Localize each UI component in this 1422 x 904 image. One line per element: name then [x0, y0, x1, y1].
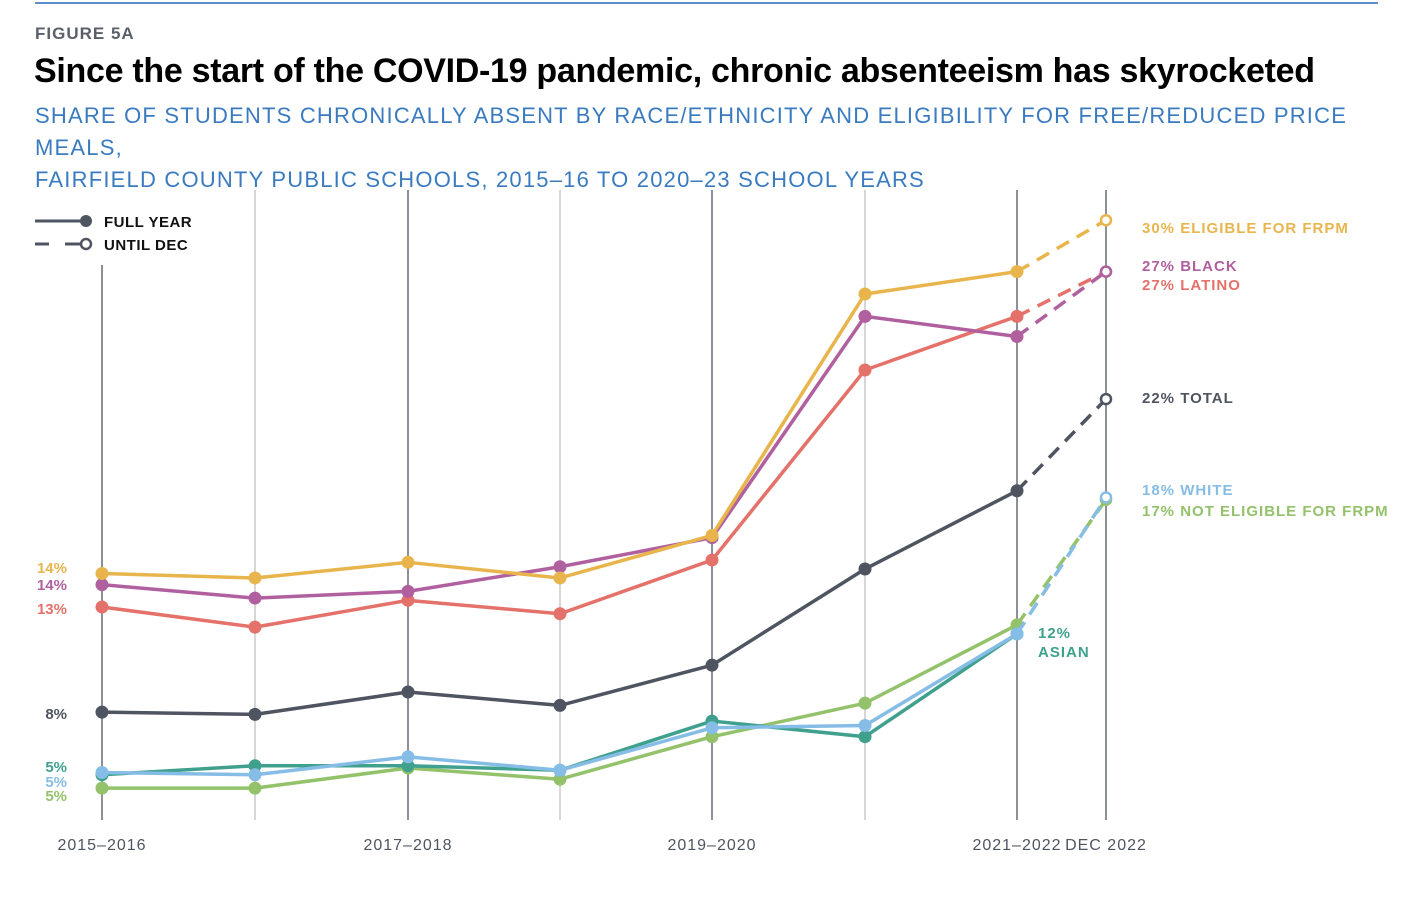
- data-point: [858, 562, 872, 576]
- data-point: [858, 287, 872, 301]
- data-point: [248, 768, 262, 782]
- start-value-label: 14%: [37, 560, 67, 577]
- series-dashed-line: [1015, 270, 1108, 338]
- data-point: [401, 750, 415, 764]
- data-point: [248, 620, 262, 634]
- data-point: [401, 685, 415, 699]
- data-point: [553, 571, 567, 585]
- data-point: [705, 553, 719, 567]
- data-point: [248, 591, 262, 605]
- data-point: [1010, 484, 1024, 498]
- data-point: [553, 607, 567, 621]
- data-point: [95, 566, 109, 580]
- legend-filled-dot: [80, 215, 92, 227]
- series-dashed-line: [1016, 270, 1107, 318]
- x-tick-label: 2019–2020: [667, 837, 756, 854]
- data-point: [401, 584, 415, 598]
- subtitle-line-2: FAIRFIELD COUNTY PUBLIC SCHOOLS, 2015–16…: [35, 167, 925, 192]
- chart-subtitle: SHARE OF STUDENTS CHRONICALLY ABSENT BY …: [35, 100, 1405, 196]
- series-dashed-line: [1015, 397, 1108, 492]
- legend-open-dot: [79, 237, 93, 251]
- data-point: [858, 696, 872, 710]
- data-point-open: [1099, 392, 1113, 406]
- legend-until-dec: UNTIL DEC: [104, 237, 188, 254]
- data-point: [248, 781, 262, 795]
- end-value-label: 17% NOT ELIGIBLE FOR FRPM: [1142, 503, 1389, 520]
- data-point: [553, 698, 567, 712]
- end-value-label: 27% BLACK: [1142, 258, 1238, 275]
- data-point: [401, 759, 415, 773]
- data-point: [858, 363, 872, 377]
- data-point: [705, 730, 719, 744]
- figure-label: FIGURE 5A: [35, 24, 135, 43]
- data-point-open: [1099, 265, 1113, 278]
- legend-full-year: FULL YEAR: [104, 214, 192, 231]
- data-point: [248, 707, 262, 721]
- data-point: [858, 730, 872, 744]
- end-value-label: 12%: [1038, 625, 1071, 642]
- x-tick-label: DEC 2022: [1065, 837, 1147, 854]
- data-point: [95, 781, 109, 795]
- start-value-label: 8%: [45, 706, 67, 723]
- data-point: [95, 578, 109, 592]
- data-point: [95, 705, 109, 719]
- series-dashed-line: [1016, 218, 1107, 274]
- data-point: [401, 593, 415, 607]
- data-point: [401, 555, 415, 569]
- end-value-label: 30% ELIGIBLE FOR FRPM: [1142, 220, 1349, 237]
- end-value-label: 27% LATINO: [1142, 277, 1241, 294]
- data-point: [553, 560, 567, 574]
- series-dashed-line: [1015, 498, 1108, 626]
- data-point: [248, 571, 262, 585]
- start-value-label: 5%: [45, 759, 67, 776]
- start-value-label: 14%: [37, 577, 67, 594]
- data-point: [553, 763, 567, 777]
- legend: FULL YEAR UNTIL DEC: [35, 214, 192, 254]
- data-point: [858, 309, 872, 323]
- data-point: [705, 721, 719, 735]
- data-point: [1010, 329, 1024, 343]
- data-point: [1010, 309, 1024, 323]
- x-tick-label: 2017–2018: [363, 837, 452, 854]
- top-rule: [35, 2, 1378, 4]
- data-point: [1010, 627, 1024, 641]
- data-point: [95, 765, 109, 779]
- data-point-open: [1099, 491, 1113, 504]
- start-value-label: 5%: [45, 788, 67, 805]
- end-value-label: 18% WHITE: [1142, 482, 1234, 499]
- x-tick-label: 2015–2016: [57, 837, 146, 854]
- data-point: [553, 772, 567, 786]
- data-point: [95, 600, 109, 614]
- chart-title: Since the start of the COVID-19 pandemic…: [34, 52, 1315, 90]
- end-series-label: ASIAN: [1038, 644, 1090, 661]
- x-tick-label: 2021–2022: [972, 837, 1061, 854]
- series-dashed-line: [1015, 496, 1108, 635]
- data-point-open: [1099, 213, 1113, 227]
- start-value-label: 13%: [37, 601, 67, 618]
- data-point: [858, 719, 872, 733]
- end-value-label: 22% TOTAL: [1142, 390, 1234, 407]
- data-point: [705, 528, 719, 542]
- start-value-label: 5%: [45, 774, 67, 791]
- data-point: [248, 759, 262, 773]
- data-point: [705, 658, 719, 672]
- subtitle-line-1: SHARE OF STUDENTS CHRONICALLY ABSENT BY …: [35, 103, 1348, 160]
- data-point: [1010, 265, 1024, 279]
